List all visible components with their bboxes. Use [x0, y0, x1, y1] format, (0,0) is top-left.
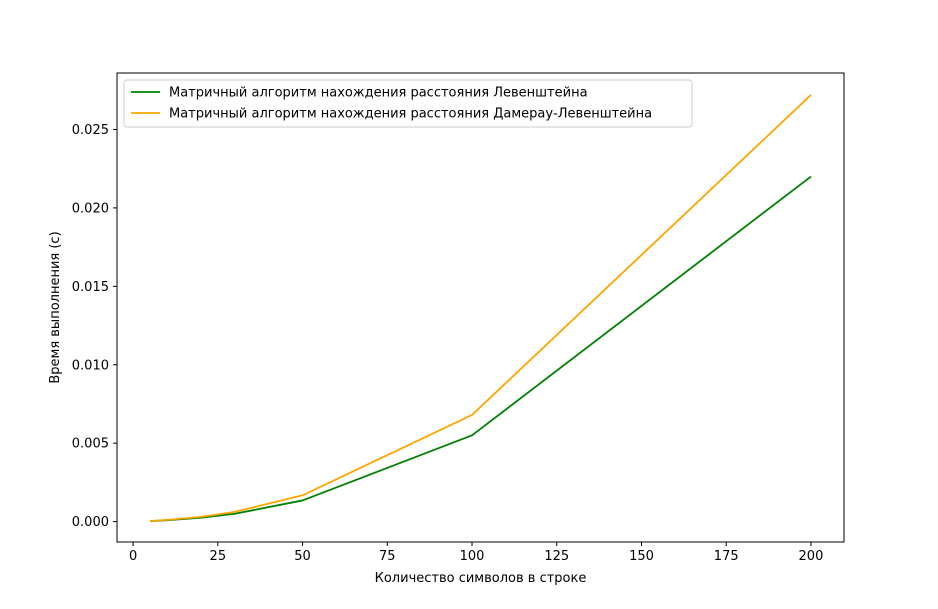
plot-frame — [116, 72, 845, 543]
series-line-2 — [149, 94, 812, 522]
y-tick-label: 0.025 — [72, 123, 109, 138]
legend-box — [123, 79, 693, 128]
series-lines — [149, 94, 812, 523]
y-tick-label: 0.015 — [72, 280, 109, 295]
legend: Матричный алгоритм нахождения расстояния… — [123, 79, 693, 128]
x-tick-label: 0 — [129, 549, 137, 564]
x-tick-label: 50 — [294, 549, 311, 564]
x-tick-label: 150 — [629, 549, 654, 564]
y-tick-label: 0.010 — [72, 358, 109, 373]
x-tick-label: 100 — [460, 549, 485, 564]
legend-label-2: Матричный алгоритм нахождения расстояния… — [169, 107, 652, 122]
y-tick-label: 0.000 — [72, 515, 109, 530]
x-axis-ticks: 0 25 50 75 100 125 150 175 200 — [129, 542, 823, 564]
x-tick-label: 25 — [210, 549, 227, 564]
y-tick-label: 0.005 — [72, 437, 109, 452]
legend-label-1: Матричный алгоритм нахождения расстояния… — [169, 86, 588, 101]
x-tick-label: 175 — [714, 549, 739, 564]
x-tick-label: 75 — [379, 549, 396, 564]
y-axis-label: Время выполнения (с) — [48, 231, 63, 383]
y-axis-ticks: 0.000 0.005 0.010 0.015 0.020 0.025 — [72, 123, 117, 530]
y-tick-label: 0.020 — [72, 201, 109, 216]
x-axis-label: Количество символов в строке — [375, 571, 587, 586]
plot-area — [117, 73, 844, 542]
x-tick-label: 125 — [544, 549, 569, 564]
x-tick-label: 200 — [799, 549, 824, 564]
